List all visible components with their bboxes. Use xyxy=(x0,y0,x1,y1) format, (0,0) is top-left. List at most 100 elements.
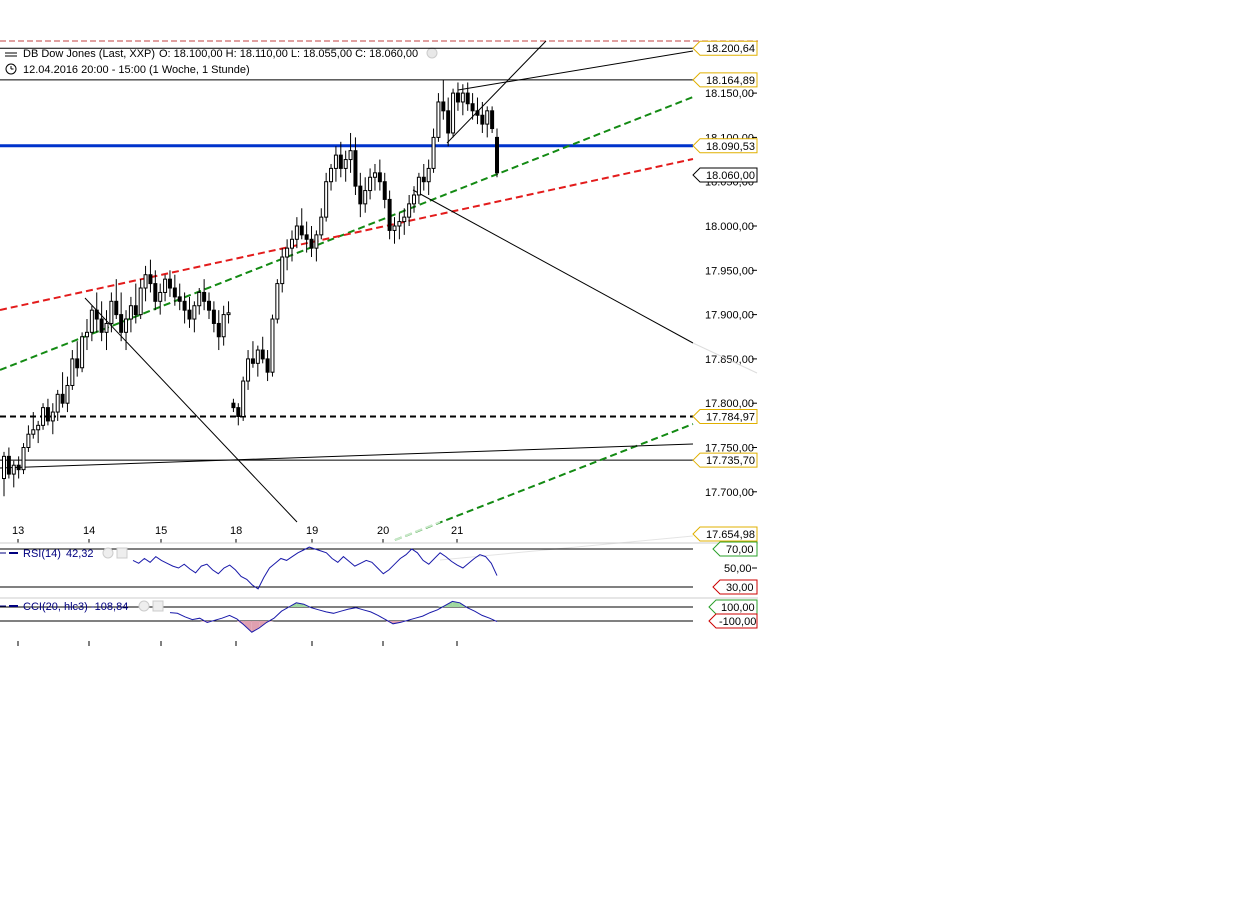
cci-close-icon[interactable] xyxy=(152,600,164,612)
candle xyxy=(124,310,129,351)
price-tags: 18.200,64 18.164,89 18.090,53 18.060,00 17.7… xyxy=(692,40,758,542)
black-long-line[interactable] xyxy=(0,443,694,469)
candle xyxy=(412,186,417,213)
price-tag: 17.654,98 xyxy=(692,526,758,542)
candle xyxy=(431,128,436,173)
ohlc-readout: O: 18.100,00 H: 18.110,00 L: 18.055,00 C… xyxy=(159,48,418,60)
candle xyxy=(133,283,138,324)
date-tick-label: 13 xyxy=(12,525,24,537)
rsi-axis-label: 50,00 xyxy=(724,563,752,575)
level-lines xyxy=(0,47,693,461)
cci-settings-gear-icon[interactable] xyxy=(138,600,150,612)
candle xyxy=(304,221,309,253)
price-tag: 18.090,53 xyxy=(692,138,758,154)
rsi-panel: RSI(14) 42,32 70,00 50,00 30,00 xyxy=(0,541,758,595)
candle xyxy=(70,350,75,390)
price-tag: 17.735,70 xyxy=(692,452,758,468)
price-tag-label: 18.164,89 xyxy=(706,75,755,87)
candle xyxy=(99,301,104,342)
candle xyxy=(36,420,41,444)
candle xyxy=(387,190,392,240)
cci-line xyxy=(169,600,498,633)
candle xyxy=(441,79,446,120)
candle xyxy=(289,230,294,262)
candle xyxy=(202,279,207,311)
candle xyxy=(294,217,299,249)
candle xyxy=(148,259,153,293)
candle xyxy=(348,132,353,173)
date-tick-label: 14 xyxy=(83,525,95,537)
candle xyxy=(11,460,16,488)
candle xyxy=(485,106,490,138)
candle xyxy=(172,274,177,306)
green-trend-upper[interactable] xyxy=(0,96,694,371)
candle xyxy=(392,217,397,244)
price-tag-label: 17.654,98 xyxy=(706,529,755,541)
candle xyxy=(455,82,460,111)
black-fan-line-2[interactable] xyxy=(412,189,694,344)
rsi-value: 42,32 xyxy=(66,548,94,560)
candle xyxy=(446,97,451,147)
candle xyxy=(480,101,485,133)
price-tag-label: 18.060,00 xyxy=(706,170,755,182)
price-tag: 18.200,64 xyxy=(692,40,758,56)
candle xyxy=(41,403,46,430)
candle xyxy=(60,372,65,408)
rsi-settings-gear-icon[interactable] xyxy=(102,547,114,559)
candle xyxy=(31,412,36,439)
green-trend-lower[interactable] xyxy=(394,423,694,541)
candle xyxy=(167,270,172,297)
candle xyxy=(353,137,358,195)
candle xyxy=(460,84,465,116)
candle xyxy=(285,239,290,271)
settings-gear-icon[interactable] xyxy=(426,47,438,59)
candle xyxy=(80,332,85,373)
green-trend-lower-faint xyxy=(394,521,441,541)
price-tick-label: 17.900,00 xyxy=(705,310,754,322)
candle xyxy=(465,82,470,111)
candle xyxy=(236,403,241,426)
candle xyxy=(436,93,441,142)
trend-lines xyxy=(0,40,758,561)
candle xyxy=(6,447,11,479)
candle xyxy=(50,403,55,435)
candle xyxy=(495,128,499,178)
candle xyxy=(241,376,246,421)
price-tag-label: 17.784,97 xyxy=(706,412,755,424)
candle xyxy=(451,88,456,138)
candle xyxy=(470,93,475,120)
svg-text:70,00: 70,00 xyxy=(726,544,754,556)
candle xyxy=(319,208,324,240)
candle xyxy=(377,159,382,191)
legend-marker-icon xyxy=(5,52,17,57)
rsi-close-icon[interactable] xyxy=(116,547,128,559)
date-tick-label: 18 xyxy=(230,525,242,537)
price-tick-label: 18.150,00 xyxy=(705,88,754,100)
red-trend[interactable] xyxy=(0,158,694,311)
price-tick-label: 17.700,00 xyxy=(705,487,754,499)
candle xyxy=(221,305,226,346)
date-tick-label: 19 xyxy=(306,525,318,537)
candle xyxy=(382,172,387,209)
candle xyxy=(231,398,236,413)
price-tick-label: 17.800,00 xyxy=(705,398,754,410)
date-axis: 13 14 15 18 19 20 21 xyxy=(12,525,463,543)
candle xyxy=(16,456,21,479)
black-wedge-upper[interactable] xyxy=(457,50,694,91)
candle xyxy=(426,159,431,195)
period-label: 12.04.2016 20:00 - 15:00 (1 Woche, 1 Stu… xyxy=(23,64,250,76)
candle xyxy=(119,292,124,342)
instrument-title: DB Dow Jones (Last, XXP) xyxy=(23,48,155,60)
faint-bottom-line xyxy=(439,535,694,561)
black-wedge-lower[interactable] xyxy=(446,40,547,144)
candle xyxy=(280,248,285,293)
price-tag-label: 18.090,53 xyxy=(706,141,755,153)
candle xyxy=(216,310,221,351)
candle xyxy=(143,265,148,302)
black-fan-line-1[interactable] xyxy=(84,297,298,523)
candle xyxy=(55,389,60,421)
chart-header: DB Dow Jones (Last, XXP) O: 18.100,00 H:… xyxy=(5,47,438,76)
candle xyxy=(128,296,133,333)
candle xyxy=(75,341,80,377)
